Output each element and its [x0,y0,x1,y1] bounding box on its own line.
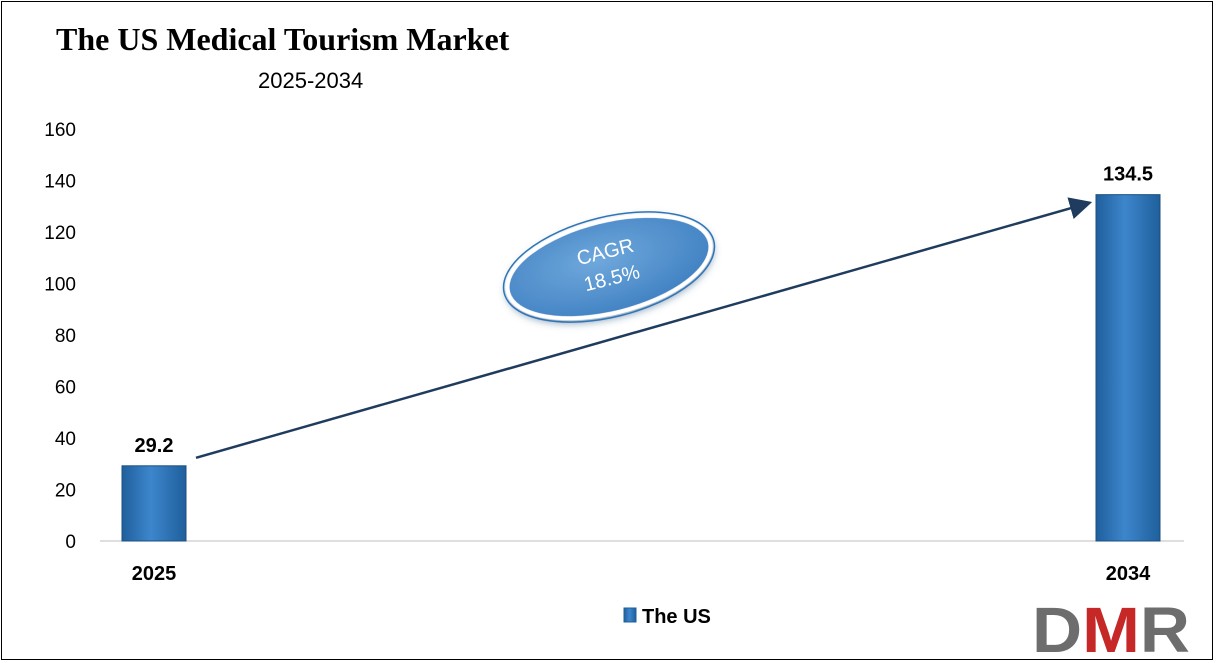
y-tick-label: 80 [55,326,76,347]
y-tick-label: 160 [44,120,76,141]
chart-title: The US Medical Tourism Market [56,21,510,57]
y-tick-label: 40 [55,429,76,450]
y-tick-label: 120 [44,223,76,244]
y-tick-label: 20 [55,481,76,502]
data-label: 134.5 [1103,164,1153,186]
cagr-arrow [195,197,1093,460]
x-tick-label: 2025 [132,563,177,585]
y-tick-label: 140 [44,172,76,193]
legend-swatch [623,607,637,623]
bar-2025 [121,465,187,542]
cagr-annotation: CAGR 18.5% [502,211,716,323]
logo-letter-d: DMR [1032,594,1190,663]
y-tick-label: 60 [55,378,76,399]
bar-2034 [1095,194,1161,542]
y-tick-label: 100 [44,275,76,296]
legend-entry: The US [642,606,711,628]
x-tick-label: 2034 [1106,563,1151,585]
data-labels-group: 29.2 134.5 [135,164,1154,457]
y-tick-label: 0 [65,532,76,553]
data-label: 29.2 [135,435,174,457]
dmr-logo: DMR [1032,594,1190,663]
x-axis: 2025 2034 [132,563,1151,585]
y-axis: 0 20 40 60 80 100 120 140 160 [44,120,76,553]
chart-subtitle: 2025-2034 [258,68,363,93]
legend: The US [623,606,711,628]
bars-group [121,194,1161,542]
